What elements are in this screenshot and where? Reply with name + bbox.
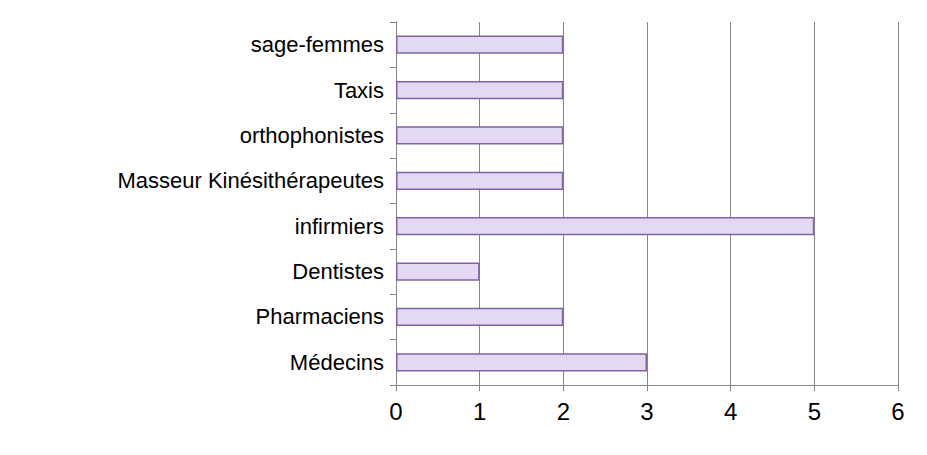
svg-text:0: 0 [389, 398, 402, 425]
svg-text:Pharmaciens: Pharmaciens [256, 304, 384, 329]
svg-text:1: 1 [473, 398, 486, 425]
svg-text:infirmiers: infirmiers [295, 214, 384, 239]
svg-text:orthophonistes: orthophonistes [240, 123, 384, 148]
svg-text:5: 5 [808, 398, 821, 425]
svg-text:3: 3 [640, 398, 653, 425]
svg-text:Taxis: Taxis [334, 78, 384, 103]
svg-text:sage-femmes: sage-femmes [251, 32, 384, 57]
svg-text:4: 4 [724, 398, 737, 425]
svg-text:2: 2 [557, 398, 570, 425]
svg-text:Masseur Kinésithérapeutes: Masseur Kinésithérapeutes [117, 168, 384, 193]
svg-text:Dentistes: Dentistes [292, 259, 384, 284]
svg-text:6: 6 [891, 398, 904, 425]
svg-text:Médecins: Médecins [290, 350, 384, 375]
